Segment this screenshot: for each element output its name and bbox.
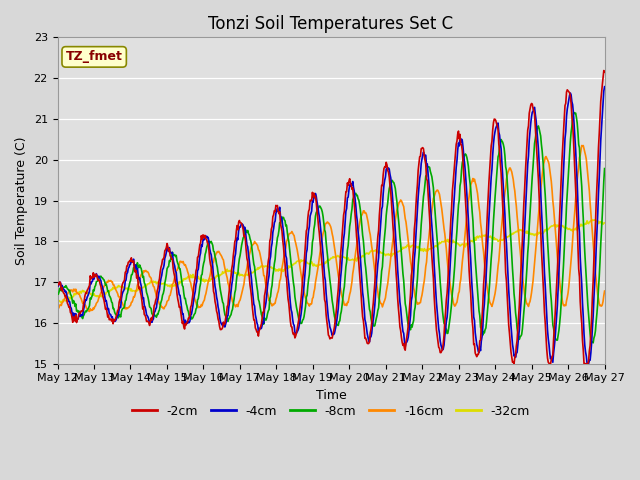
Text: TZ_fmet: TZ_fmet [66,50,123,63]
Legend: -2cm, -4cm, -8cm, -16cm, -32cm: -2cm, -4cm, -8cm, -16cm, -32cm [127,400,535,423]
X-axis label: Time: Time [316,389,346,402]
Y-axis label: Soil Temperature (C): Soil Temperature (C) [15,136,28,265]
Title: Tonzi Soil Temperatures Set C: Tonzi Soil Temperatures Set C [209,15,454,33]
